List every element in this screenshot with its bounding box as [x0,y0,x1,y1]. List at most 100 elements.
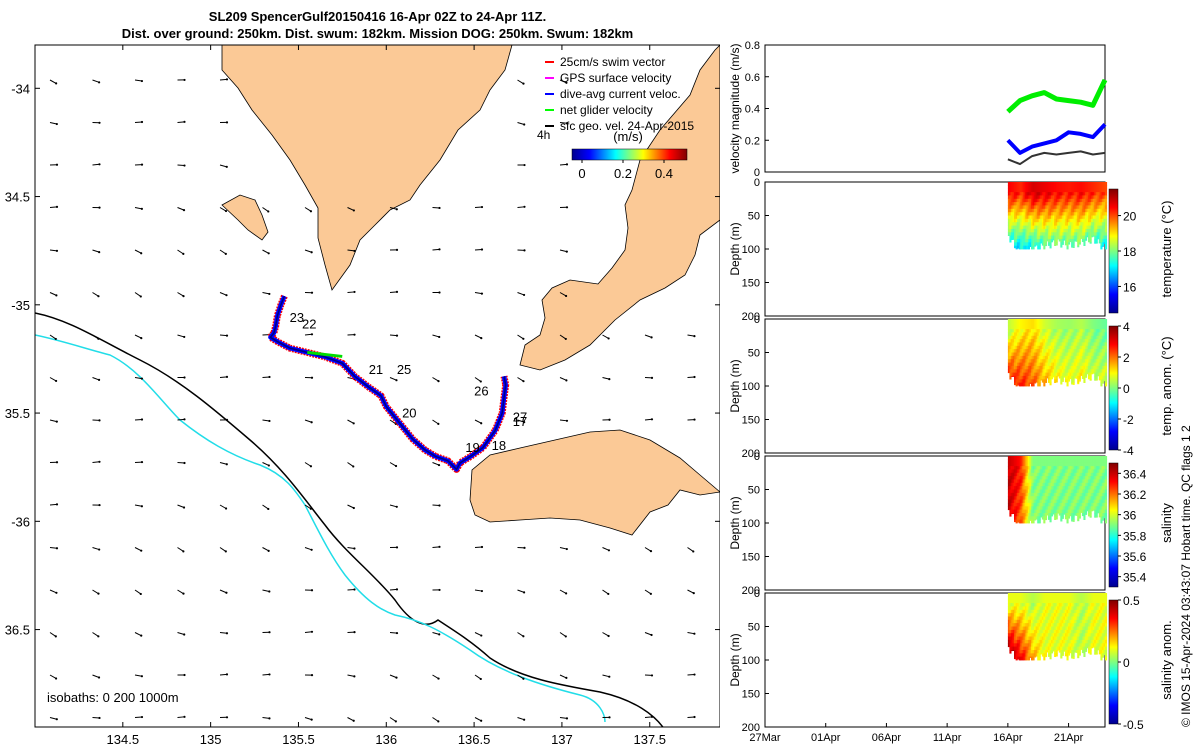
heatmap-cell [1041,222,1044,226]
heatmap-cell [1044,476,1047,480]
heatmap-cell [1074,215,1077,220]
velocity-arrow [602,547,610,551]
heatmap-cell [1038,629,1041,634]
heatmap-cell [1007,639,1010,644]
heatmap-cell [1031,325,1034,330]
heatmap-cell [1020,489,1023,494]
heatmap-cell [1041,212,1044,216]
heatmap-cell [1047,322,1050,327]
heatmap-cell [1015,352,1018,357]
heatmap-cell [1024,332,1027,337]
heatmap-cell [1074,335,1077,340]
heatmap-cell [1080,349,1083,353]
heatmap-cell [1074,362,1077,367]
heatmap-cell [1061,516,1064,519]
heatmap-cell [1052,599,1055,604]
heatmap-cell [1098,509,1101,514]
heatmap-cell [1032,603,1035,607]
heatmap-cell [1021,359,1024,363]
heatmap-cell [1064,355,1067,360]
heatmap-cell [1010,472,1013,477]
heatmap-cell [1058,513,1061,516]
heatmap-cell [1010,365,1013,370]
heatmap-cell [1064,359,1067,363]
heatmap-cell [1091,222,1094,226]
heatmap-cell [1075,208,1078,213]
velocity-arrow-head [437,380,440,383]
heatmap-cell [1043,359,1046,363]
heatmap-cell [1010,459,1013,464]
heatmap-cell [1091,355,1094,360]
heatmap-cell [1018,225,1021,230]
heatmap-cell [1038,339,1041,343]
heatmap-cell [1063,375,1066,378]
heatmap-cell [1017,208,1020,213]
heatmap-cell [1068,208,1071,213]
heatmap-cell [1046,222,1049,226]
velocity-arrow-head [522,380,525,383]
heatmap-cell [1017,459,1020,464]
heatmap-cell [1049,499,1052,504]
heatmap-cell [1081,486,1084,490]
heatmap-cell [1092,215,1095,220]
map-y-tick-label: -36 [11,514,30,529]
heatmap-cell [1052,650,1055,652]
velocity-arrow-head [649,550,653,553]
heatmap-cell [1068,513,1071,517]
heatmap-cell [1010,606,1013,611]
heatmap-cell [1029,479,1032,484]
heatmap-cell [1034,646,1037,651]
heatmap-cell [1077,322,1080,327]
heatmap-cell [1077,506,1080,511]
heatmap-cell [1017,469,1020,474]
heatmap-cell [1081,472,1084,477]
heatmap-cell [1051,192,1054,196]
heatmap-cell [1037,345,1040,350]
heatmap-cell [1046,349,1049,353]
heatmap-cell [1054,325,1057,330]
heatmap-cell [1095,329,1098,333]
heatmap-cell [1047,205,1050,210]
heatmap-cell [1031,476,1034,480]
velocity-arrow-head [225,78,229,81]
heatmap-cell [1014,188,1017,193]
heatmap-cell [1064,222,1067,226]
heatmap-cell [1023,603,1026,607]
heatmap-cell [1066,626,1069,631]
heatmap-cell [1080,335,1083,340]
heatmap-cell [1009,198,1012,203]
heatmap-cell [1064,476,1067,480]
heatmap-cell [1057,355,1060,360]
heatmap-cell [1086,208,1089,213]
heatmap-cell [1066,596,1069,601]
heatmap-cell [1017,349,1020,353]
heatmap-cell [1051,205,1054,210]
heatmap-cell [1060,212,1063,216]
heatmap-cell [1054,606,1057,611]
heatmap-cell [1083,325,1086,330]
heatmap-cell [1098,369,1101,374]
heatmap-cell [1032,322,1035,327]
heatmap-cell [1023,616,1026,621]
heatmap-cell [1063,616,1066,621]
heatmap-cell [1024,502,1027,507]
heatmap-cell [1071,198,1074,203]
heatmap-cell [1018,469,1021,474]
heatmap-cell [1054,613,1057,617]
heatmap-cell [1077,188,1080,193]
heatmap-cell [1012,603,1015,607]
heatmap-cell [1098,355,1101,360]
heatmap-cell [1061,596,1064,601]
velocity-arrow-head [565,163,569,166]
heatmap-cell [1023,188,1026,193]
heatmap-cell [1063,599,1066,604]
heatmap-cell [1057,650,1060,651]
heatmap-cell [1035,633,1038,637]
heatmap-cell [1052,502,1055,507]
velocity-arrow-head [650,674,654,677]
heatmap-cell [1015,639,1018,644]
heatmap-cell [1072,506,1075,511]
heatmap-cell [1094,352,1097,357]
heatmap-cell [1046,469,1049,474]
heatmap-cell [1009,513,1012,517]
